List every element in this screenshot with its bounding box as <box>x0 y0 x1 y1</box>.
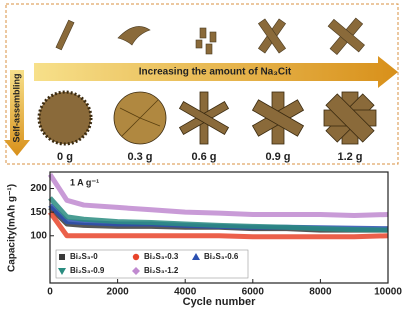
legend-marker <box>133 254 139 260</box>
y-axis-label: Capacity(mAh g⁻¹) <box>7 184 18 272</box>
x-tick-label: 4000 <box>174 287 197 298</box>
figure: Increasing the amount of Na₃Cit Self-ass… <box>0 0 404 309</box>
y-tick-label: 100 <box>30 230 47 241</box>
annotation: 1 A g⁻¹ <box>70 177 99 187</box>
x-tick-label: 0 <box>47 287 53 298</box>
legend-label: Bi₂S₃-0.3 <box>144 252 179 261</box>
legend-label: Bi₂S₃-1.2 <box>144 266 179 275</box>
page: {"illustration": { "arrow_label": "Incre… <box>0 0 404 309</box>
side-label: Self-assembling <box>11 73 21 142</box>
y-tick-label: 150 <box>30 207 47 218</box>
legend-marker <box>59 254 65 260</box>
x-axis-label: Cycle number <box>183 296 256 308</box>
legend-label: Bi₂S₃-0 <box>70 252 98 261</box>
x-tick-label: 8000 <box>309 287 332 298</box>
amount-label: 0.3 g <box>127 151 152 163</box>
chart: 1 A g⁻¹ Cycle number Capacity(mAh g⁻¹) 0… <box>7 172 403 308</box>
illustration: Increasing the amount of Na₃Cit Self-ass… <box>4 4 398 164</box>
amount-label: 0.9 g <box>265 151 290 163</box>
legend-label: Bi₂S₃-0.9 <box>70 266 105 275</box>
x-tick-label: 2000 <box>106 287 129 298</box>
amount-label: 0 g <box>57 151 73 163</box>
x-tick-label: 6000 <box>242 287 265 298</box>
legend-label: Bi₂S₃-0.6 <box>204 252 239 261</box>
x-tick-label: 10000 <box>374 287 402 298</box>
data-line <box>50 174 388 215</box>
arrow-label: Increasing the amount of Na₃Cit <box>139 67 292 78</box>
y-tick-label: 200 <box>30 183 47 194</box>
amount-label: 1.2 g <box>337 151 362 163</box>
amount-label: 0.6 g <box>191 151 216 163</box>
